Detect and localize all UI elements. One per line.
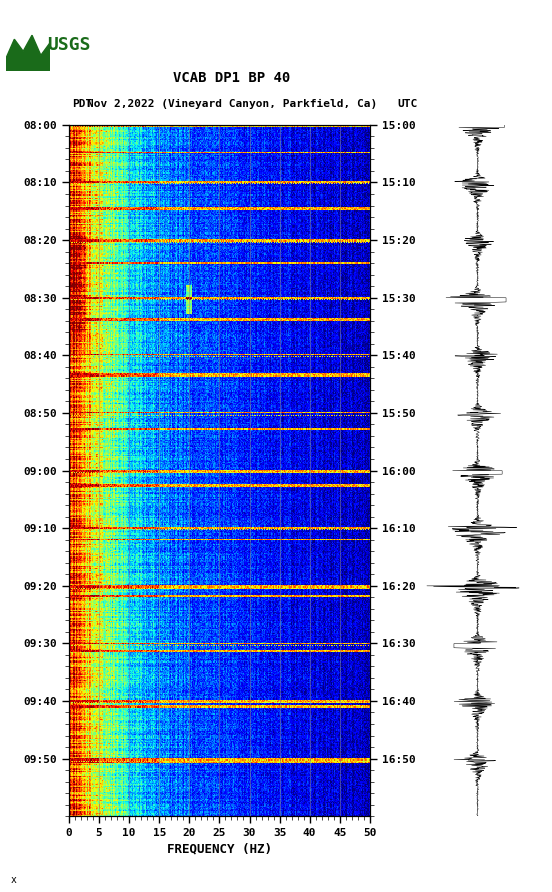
Text: USGS: USGS (47, 36, 91, 54)
Text: x: x (11, 875, 17, 885)
X-axis label: FREQUENCY (HZ): FREQUENCY (HZ) (167, 842, 272, 855)
Polygon shape (6, 59, 50, 71)
Text: PDT: PDT (72, 99, 92, 109)
Polygon shape (6, 36, 50, 71)
Text: Nov 2,2022 (Vineyard Canyon, Parkfield, Ca): Nov 2,2022 (Vineyard Canyon, Parkfield, … (87, 99, 377, 109)
Text: UTC: UTC (397, 99, 418, 109)
Text: VCAB DP1 BP 40: VCAB DP1 BP 40 (173, 70, 290, 85)
